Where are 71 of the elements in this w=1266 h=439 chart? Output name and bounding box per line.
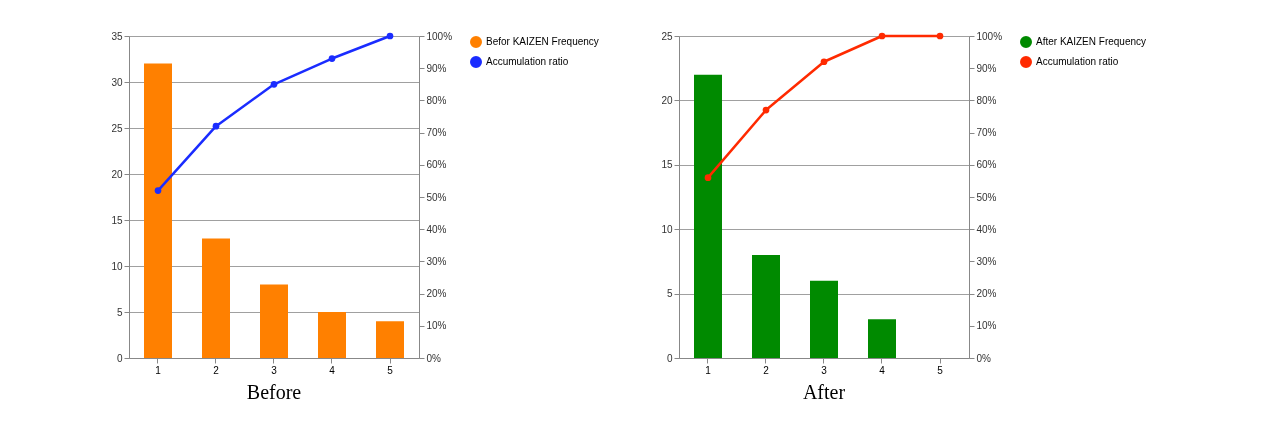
x-tick-label: 1 (155, 364, 162, 376)
point (212, 122, 220, 130)
y-tick-label: 0 (666, 352, 673, 364)
y2-tick-label: 90% (976, 62, 997, 74)
y2-tick-label: 50% (976, 191, 997, 203)
y-tick-label: 10 (661, 223, 673, 235)
bar (752, 254, 780, 358)
point (878, 32, 886, 40)
bar (868, 319, 896, 358)
x-tick-label: 3 (821, 364, 828, 376)
y-tick-label: 25 (111, 122, 123, 134)
y2-tick-label: 80% (426, 94, 447, 106)
legend-label: After KAIZEN Frequency (1036, 36, 1147, 47)
x-tick-label: 2 (213, 364, 220, 376)
y-tick-label: 20 (111, 168, 123, 180)
y2-tick-label: 100% (426, 30, 453, 42)
x-tick-label: 4 (879, 364, 886, 376)
point (936, 32, 944, 40)
x-tick-label: 1 (705, 364, 712, 376)
y-tick-label: 5 (116, 306, 123, 318)
y2-tick-label: 60% (976, 159, 997, 171)
y2-tick-label: 40% (976, 223, 997, 235)
y2-tick-label: 70% (976, 127, 997, 139)
y2-tick-label: 20% (426, 288, 447, 300)
y2-tick-label: 60% (426, 159, 447, 171)
point (270, 80, 278, 88)
legend-label: Accumulation ratio (1036, 56, 1119, 67)
y2-tick-label: 20% (976, 288, 997, 300)
point (154, 187, 162, 194)
bar (260, 284, 288, 358)
bar (318, 312, 346, 358)
y2-tick-label: 0% (976, 352, 992, 364)
point (762, 106, 770, 114)
y-tick-label: 15 (111, 214, 123, 226)
y2-tick-label: 30% (976, 255, 997, 267)
x-tick-label: 2 (763, 364, 770, 376)
y2-tick-label: 10% (976, 320, 997, 332)
y2-tick-label: 100% (976, 30, 1003, 42)
point (328, 55, 336, 62)
y2-tick-label: 10% (426, 320, 447, 332)
bar (376, 321, 404, 358)
point (820, 58, 828, 66)
bar (144, 63, 172, 358)
y-tick-label: 0 (116, 352, 123, 364)
bar (202, 238, 230, 358)
bar (694, 74, 722, 358)
y2-tick-label: 70% (426, 127, 447, 139)
text: Before (246, 381, 302, 403)
legend-label: Accumulation ratio (486, 56, 569, 67)
y2-tick-label: 0% (426, 352, 442, 364)
y-tick-label: 35 (111, 30, 123, 42)
text: After (802, 381, 846, 403)
y-tick-label: 10 (111, 260, 123, 272)
bar (810, 280, 838, 358)
y-tick-label: 15 (661, 159, 673, 171)
point (704, 174, 712, 182)
legend-label: Befor KAIZEN Frequency (486, 36, 599, 47)
y2-tick-label: 40% (426, 223, 447, 235)
y2-tick-label: 90% (426, 62, 447, 74)
x-tick-label: 4 (329, 364, 336, 376)
y2-tick-label: 30% (426, 255, 447, 267)
y2-tick-label: 80% (976, 94, 997, 106)
y-tick-label: 5 (666, 288, 673, 300)
y-tick-label: 20 (661, 94, 673, 106)
y-tick-label: 25 (661, 30, 673, 42)
y-tick-label: 30 (111, 76, 123, 88)
x-tick-label: 3 (271, 364, 278, 376)
point (386, 32, 394, 40)
x-tick-label: 5 (937, 364, 944, 376)
x-tick-label: 5 (387, 364, 394, 376)
y2-tick-label: 50% (426, 191, 447, 203)
